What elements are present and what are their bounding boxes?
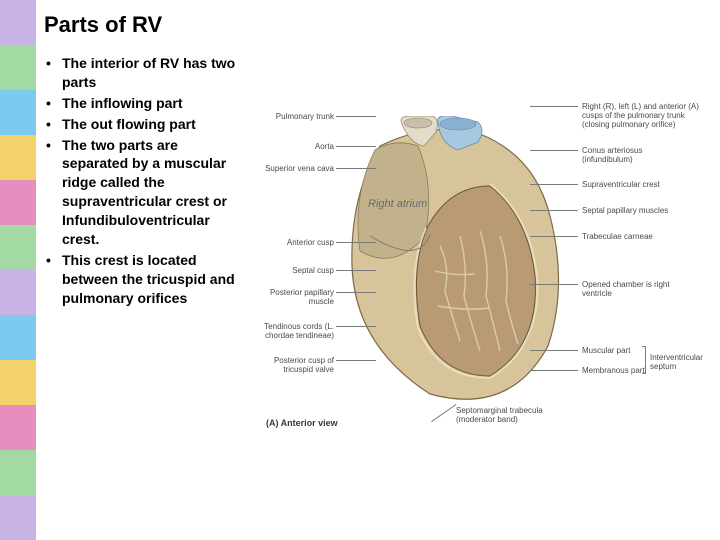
atrium-inline-label: Right atrium [368, 198, 427, 210]
anatomy-label: Anterior cusp [256, 238, 334, 247]
leader-line [336, 292, 376, 293]
anatomy-label: Septal cusp [256, 266, 334, 275]
deco-segment [0, 90, 36, 135]
deco-segment [0, 360, 36, 405]
bullet-item: The interior of RV has two parts [44, 54, 244, 92]
slide-text: Parts of RV The interior of RV has two p… [44, 12, 244, 310]
bullet-item: The inflowing part [44, 94, 244, 113]
leader-line [336, 116, 376, 117]
deco-segment [0, 180, 36, 225]
leader-line [336, 168, 376, 169]
leader-line [336, 242, 376, 243]
leader-line [336, 326, 376, 327]
anatomy-label: Aorta [256, 142, 334, 151]
deco-segment [0, 450, 36, 495]
heart-illustration: Right atrium [340, 116, 570, 406]
deco-segment [0, 315, 36, 360]
leader-line [530, 184, 578, 185]
deco-segment [0, 270, 36, 315]
leader-line [336, 270, 376, 271]
leader-line [336, 360, 376, 361]
leader-line [530, 150, 578, 151]
anatomy-label: Muscular part [582, 346, 642, 355]
leader-line [530, 106, 578, 107]
anatomy-label: Septomarginal trabecula (moderator band) [456, 406, 576, 424]
leader-line [530, 350, 578, 351]
anatomy-label: Posterior cusp of tricuspid valve [256, 356, 334, 374]
anatomy-figure: Right atrium (A) Anterior view Pulmonary… [256, 88, 712, 488]
anatomy-label: Septal papillary muscles [582, 206, 682, 215]
leader-line [530, 210, 578, 211]
leader-line [530, 284, 578, 285]
deco-segment [0, 405, 36, 450]
bullet-item: This crest is located between the tricus… [44, 251, 244, 308]
bracket [642, 346, 646, 374]
bullet-item: The two parts are separated by a muscula… [44, 136, 244, 249]
anatomy-label: Superior vena cava [256, 164, 334, 173]
deco-segment [0, 0, 36, 45]
deco-segment [0, 225, 36, 270]
bullet-list: The interior of RV has two parts The infl… [44, 54, 244, 308]
leader-line [336, 146, 376, 147]
leader-line [431, 404, 456, 422]
anatomy-label: Trabeculae carneae [582, 232, 672, 241]
slide-title: Parts of RV [44, 12, 244, 38]
figure-caption: (A) Anterior view [266, 418, 338, 428]
anatomy-label: Tendinous cords (L. chordae tendineae) [256, 322, 334, 340]
anatomy-label: Conus arteriosus (infundibulum) [582, 146, 672, 164]
leader-line [530, 236, 578, 237]
deco-segment [0, 135, 36, 180]
bullet-item: The out flowing part [44, 115, 244, 134]
deco-segment [0, 495, 36, 540]
anatomy-label: Pulmonary trunk [256, 112, 334, 121]
anatomy-label: Supraventricular crest [582, 180, 682, 189]
anatomy-label: Right (R), left (L) and anterior (A) cus… [582, 102, 712, 130]
deco-segment [0, 45, 36, 90]
decorative-sidebar [0, 0, 36, 540]
leader-line [530, 370, 578, 371]
anatomy-label: Posterior papillary muscle [256, 288, 334, 306]
anatomy-label: Opened chamber is right ventricle [582, 280, 672, 298]
anatomy-label: Interventricular septum [650, 353, 720, 371]
